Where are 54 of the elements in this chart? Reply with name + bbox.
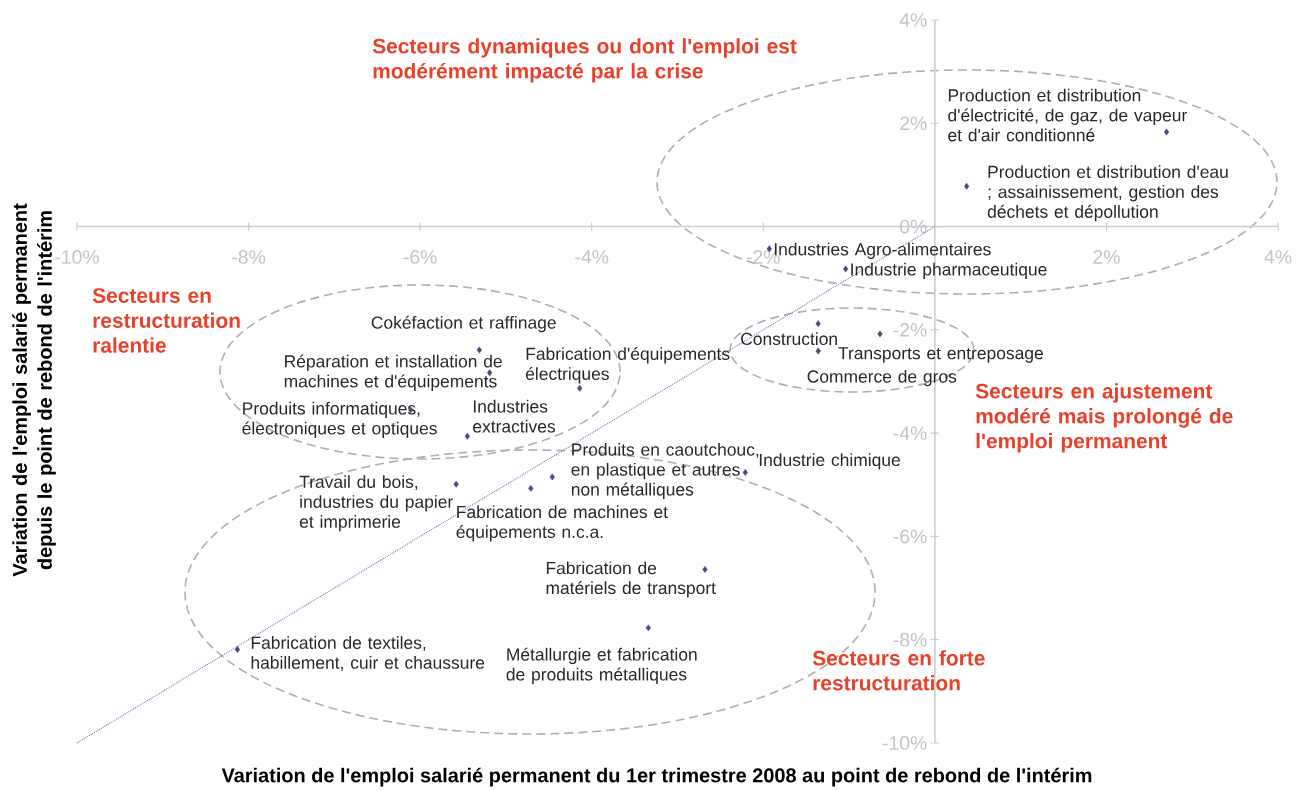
annotation: Fabrication de textiles, habillement, cuir et chaussure [251, 636, 485, 671]
point [815, 347, 821, 355]
annotation: Métallurgie et fabrication de produits métalliques [506, 647, 697, 685]
x-tick-label: -6% [403, 250, 437, 264]
point [528, 484, 534, 492]
x-tick-label: -10% [55, 250, 99, 264]
x-tick-label: 4% [1264, 250, 1292, 264]
point [453, 480, 459, 488]
y-axis-title: Variation de l'emploi salarié permanent depuis le point de rebond de l'intérim [12, 203, 56, 577]
x-tick-label: -4% [575, 250, 609, 264]
point [702, 566, 708, 573]
annotation: Production et distribution d'électricité, de gaz, de vapeur et d'air conditionné [948, 88, 1187, 142]
point [843, 265, 849, 273]
point [877, 330, 883, 338]
annotation: Réparation et installation de machines et d'équipements [284, 354, 502, 391]
annotation: Industrie chimique [759, 453, 900, 470]
y-tick-label: 0% [900, 219, 927, 234]
x-axis-title: Variation de l'emploi salarié permanent du 1er trimestre 2008 au point de rebond de l'intérim [221, 767, 1092, 787]
annotation: Production et distribution d'eau ; assainissement, gestion des déchets et dépollution [987, 165, 1228, 222]
point [476, 346, 482, 354]
y-tick-label: -10% [882, 736, 927, 750]
point [815, 320, 821, 328]
point [1163, 128, 1170, 136]
y-tick-label: -4% [893, 426, 927, 440]
point [549, 473, 555, 481]
annotation: Secteurs en forte restructuration [812, 650, 985, 691]
x-tick-label: -8% [232, 250, 266, 264]
y-tick-label: -2% [893, 323, 927, 337]
annotation: Produits en caoutchouc, en plastique et autres non métalliques [571, 442, 759, 500]
annotation: Secteurs en restructuration ralentie [92, 288, 240, 353]
annotation: Secteurs dynamiques ou dont l'emploi est modérément impacté par la crise [372, 38, 797, 83]
annotation: Commerce de gros [807, 369, 957, 387]
annotation: Transports et entreposage [838, 347, 1043, 363]
y-tick-label: -6% [893, 529, 927, 544]
annotation: Industries extractives [473, 399, 556, 433]
point [645, 624, 651, 632]
point [577, 384, 583, 392]
y-tick-label: 2% [900, 116, 927, 131]
x-tick-label: 2% [1093, 250, 1120, 264]
annotation: Cokéfaction et raffinage [371, 315, 556, 333]
point [464, 432, 470, 440]
annotation: Industrie pharmaceutique [851, 262, 1047, 280]
annotation: Fabrication de machines et équipements n.c.a. [456, 505, 668, 542]
annotation: Travail du bois, industries du papier et imprimerie [299, 475, 453, 532]
point [964, 182, 970, 190]
annotation: Construction [741, 332, 837, 346]
point [234, 646, 241, 653]
point [742, 468, 748, 476]
annotation: Secteurs en ajustement modéré mais prolongé de l'emploi permanent [975, 383, 1233, 453]
annotation: Fabrication d'équipements électriques [525, 347, 730, 384]
annotation: Fabrication de matériels de transport [546, 561, 716, 598]
annotation: Produits informatiques, électroniques et optiques [242, 401, 437, 438]
y-tick-label: -8% [893, 632, 927, 647]
y-tick-label: 4% [899, 13, 927, 27]
